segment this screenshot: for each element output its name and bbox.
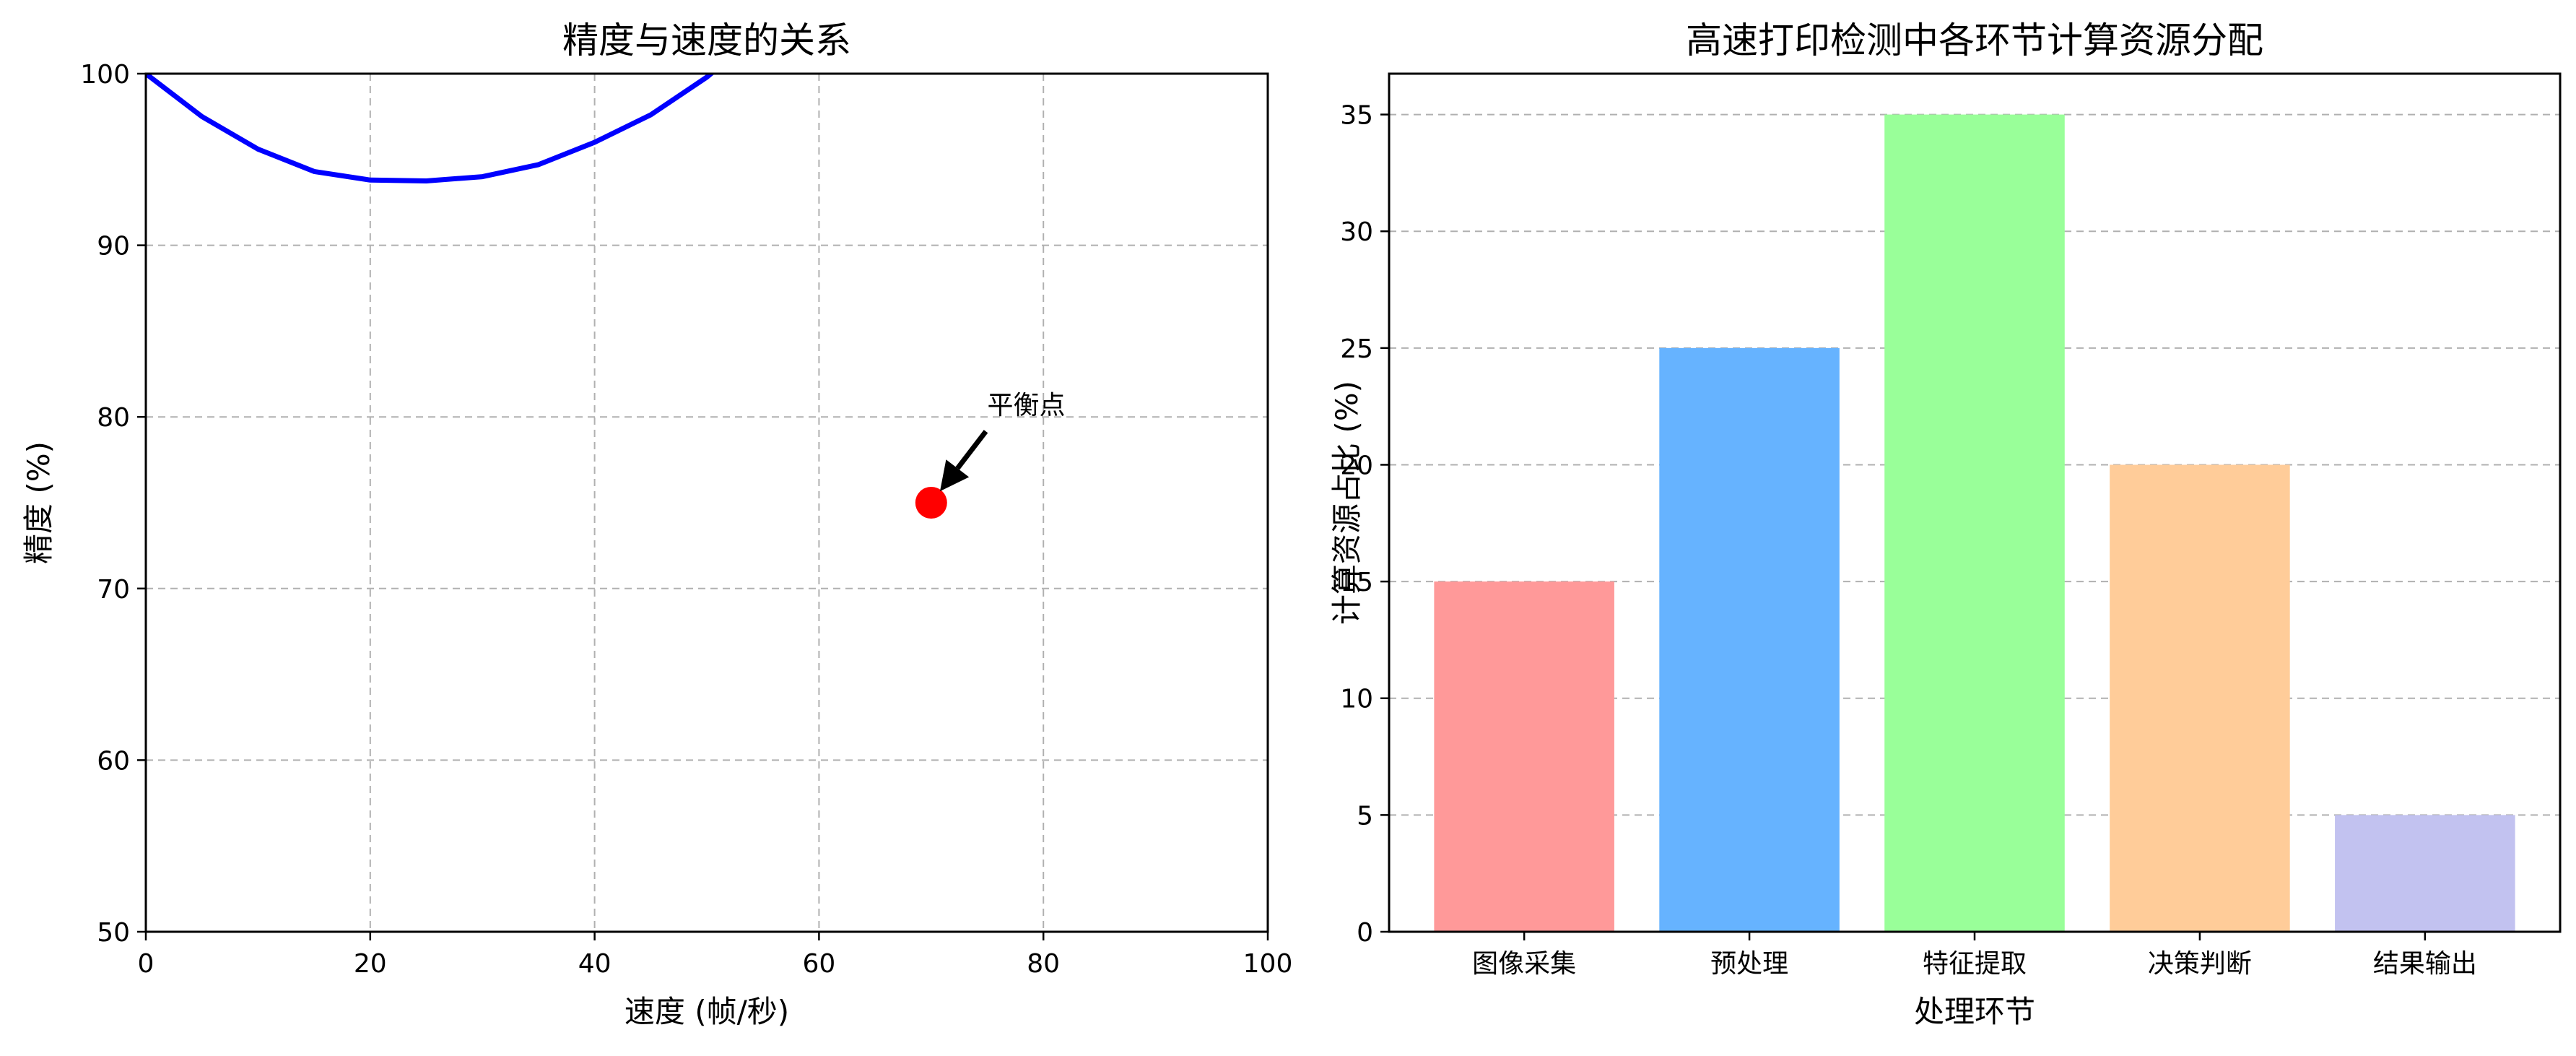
right-x-tick-label: 结果输出: [2373, 949, 2477, 979]
resource-allocation-chart: 高速打印检测中各环节计算资源分配 图像采集 预处理 特征提取 决策判断 结果输出 0 5 1…: [1329, 20, 2562, 1029]
left-y-axis-label: 精度 (%): [21, 441, 56, 564]
right-x-axis-label: 处理环节: [1914, 994, 2035, 1029]
right-y-tick-label: 35: [1340, 101, 1373, 131]
right-y-ticks: 0 5 10 15 20 25 30 35: [1340, 101, 1389, 948]
right-bars-group: [1434, 114, 2515, 932]
right-y-tick-label: 0: [1357, 918, 1373, 948]
bar-2: [1659, 347, 1840, 932]
left-x-ticks: 0 20 40 60 80 100: [138, 932, 1293, 979]
bar-3: [1884, 114, 2065, 932]
bar-1: [1434, 581, 1614, 932]
right-y-tick-label: 5: [1357, 801, 1373, 831]
left-x-tick-label: 20: [354, 949, 387, 979]
left-grid: [146, 74, 1268, 932]
left-points-group: [915, 487, 947, 519]
bar-4: [2110, 464, 2290, 932]
left-x-tick-label: 60: [802, 949, 835, 979]
left-x-tick-label: 100: [1243, 949, 1293, 979]
right-y-tick-label: 30: [1340, 217, 1373, 247]
left-y-tick-label: 50: [97, 918, 130, 948]
left-y-tick-label: 100: [80, 60, 130, 90]
right-x-tick-label: 特征提取: [1923, 949, 2027, 979]
right-y-tick-label: 20: [1340, 451, 1373, 480]
left-chart-title: 精度与速度的关系: [562, 20, 851, 61]
right-x-tick-label: 决策判断: [2148, 949, 2252, 979]
left-y-tick-label: 70: [97, 575, 130, 605]
balance-annotation: 平衡点: [939, 391, 1066, 492]
left-x-tick-label: 0: [138, 949, 155, 979]
right-x-ticks: 图像采集 预处理 特征提取 决策判断 结果输出: [1472, 932, 2477, 979]
left-y-tick-label: 60: [97, 746, 130, 776]
right-y-tick-label: 25: [1340, 334, 1373, 364]
left-x-tick-label: 80: [1027, 949, 1060, 979]
annotation-label: 平衡点: [988, 391, 1066, 420]
right-x-tick-label: 图像采集: [1472, 949, 1576, 979]
right-chart-title: 高速打印检测中各环节计算资源分配: [1686, 20, 2263, 61]
left-y-tick-label: 80: [97, 403, 130, 433]
accuracy-speed-chart: 精度与速度的关系 平衡点 0 20 40 60 80 100 5060708090100 …: [21, 20, 1292, 1029]
right-x-tick-label: 预处理: [1710, 949, 1788, 979]
accuracy-curve: [146, 74, 715, 183]
right-y-axis-label: 计算资源占比 (%): [1329, 381, 1365, 625]
left-x-axis-label: 速度 (帧/秒): [625, 994, 789, 1029]
left-y-tick-label: 90: [97, 232, 130, 261]
bar-5: [2335, 815, 2515, 932]
balance-point-marker: [915, 487, 947, 519]
right-y-tick-label: 15: [1340, 568, 1373, 597]
left-y-ticks: 50 60 70 80 90 100: [80, 60, 146, 948]
right-y-tick-label: 10: [1340, 685, 1373, 714]
annotation-arrow-head: [939, 459, 970, 492]
left-plot-frame: [144, 72, 1269, 933]
annotation-arrow-line: [955, 430, 988, 470]
left-series-group: [146, 74, 715, 183]
left-x-tick-label: 40: [578, 949, 612, 979]
